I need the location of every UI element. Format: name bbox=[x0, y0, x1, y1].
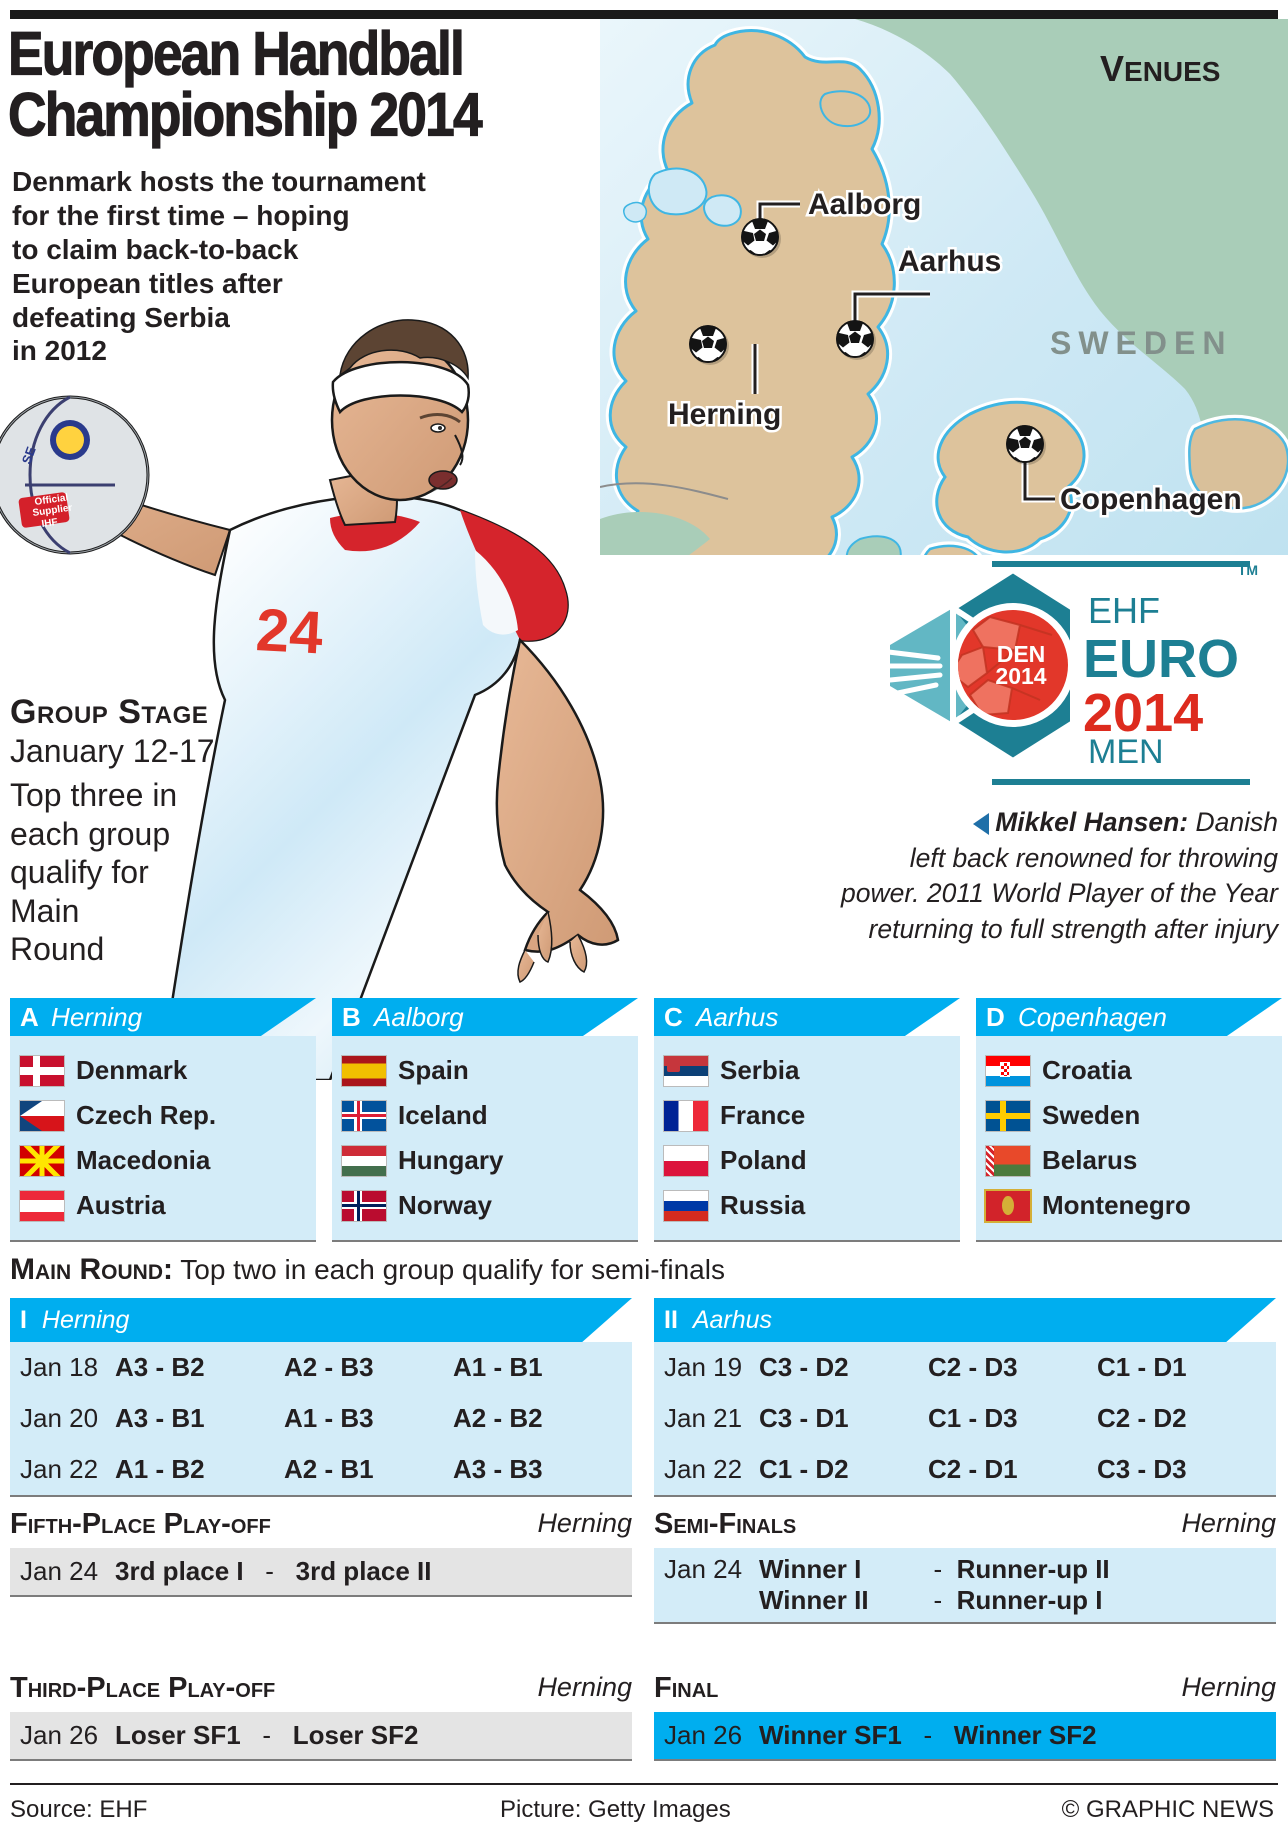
svg-text:Aalborg: Aalborg bbox=[808, 188, 921, 221]
svg-text:IHF: IHF bbox=[41, 517, 58, 530]
svg-text:SWEDEN: SWEDEN bbox=[1050, 325, 1232, 361]
svg-text:24: 24 bbox=[254, 596, 325, 666]
svg-text:MEN: MEN bbox=[1088, 733, 1164, 771]
svg-text:2014: 2014 bbox=[995, 663, 1046, 689]
svg-text:Copenhagen: Copenhagen bbox=[1060, 483, 1242, 516]
svg-text:TM: TM bbox=[1238, 562, 1258, 578]
svg-text:EURO: EURO bbox=[1083, 629, 1239, 689]
svg-text:EHF: EHF bbox=[1088, 590, 1160, 631]
svg-text:Aarhus: Aarhus bbox=[898, 245, 1001, 278]
